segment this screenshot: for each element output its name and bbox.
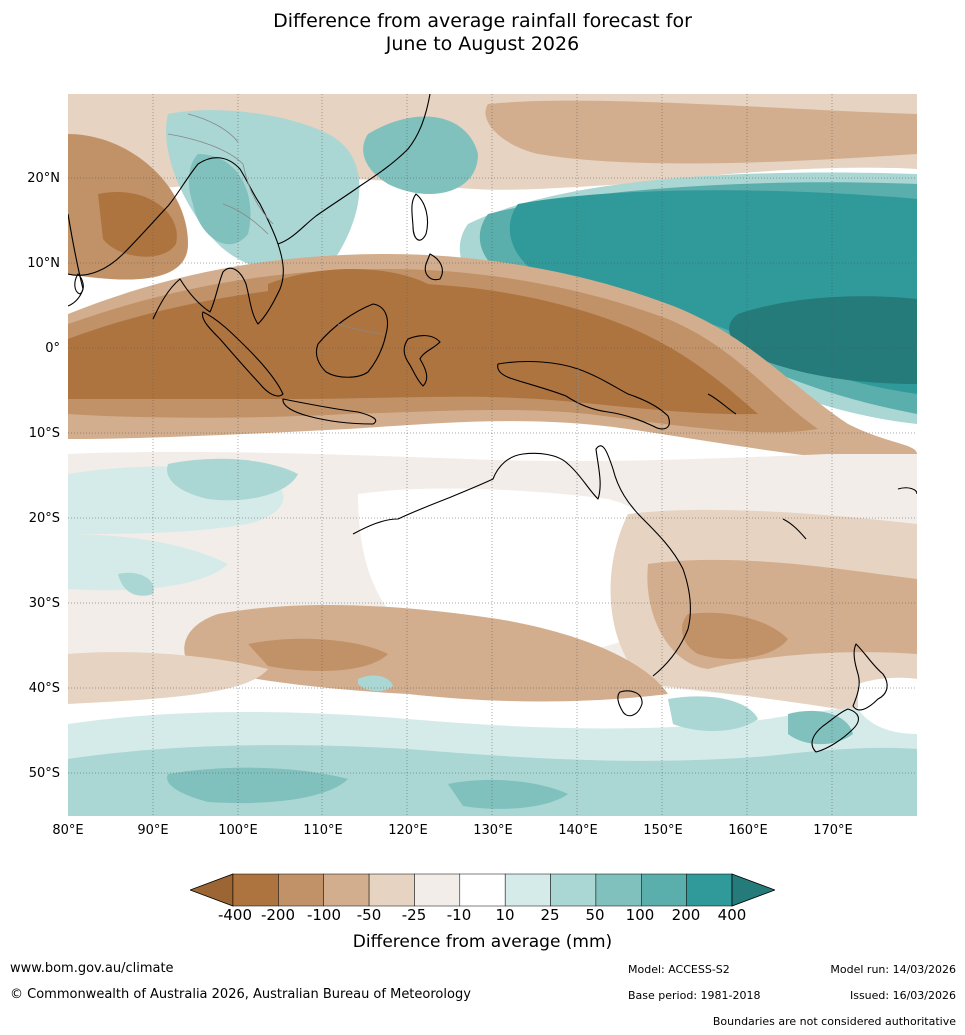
- lat-label-20s: 20°S: [28, 511, 60, 526]
- coastlines: [68, 94, 917, 753]
- lon-label-140e: 140°E: [558, 823, 598, 838]
- legend-tick: -50: [356, 906, 382, 924]
- lon-label-110e: 110°E: [303, 823, 343, 838]
- graticule: [68, 94, 917, 816]
- legend-tick: 200: [671, 906, 701, 924]
- legend-tick: -100: [306, 906, 342, 924]
- lon-label-130e: 130°E: [473, 823, 513, 838]
- website-link[interactable]: www.bom.gov.au/climate: [10, 961, 174, 976]
- title-line-1: Difference from average rainfall forecas…: [273, 10, 692, 32]
- legend-tick: 25: [540, 906, 560, 924]
- rainfall-map-svg: [68, 94, 917, 816]
- anomaly-fields: [68, 94, 917, 816]
- lat-label-40s: 40°S: [28, 681, 60, 696]
- legend-tick: -10: [446, 906, 472, 924]
- base-period: Base period: 1981-2018: [628, 989, 761, 1002]
- legend-swatch: [368, 873, 415, 907]
- legend-tick: -400: [217, 906, 253, 924]
- lat-label-10s: 10°S: [28, 426, 60, 441]
- legend-arrow-high: [731, 873, 777, 907]
- legend-swatch: [459, 873, 506, 907]
- legend-swatch: [550, 873, 597, 907]
- legend-swatch: [278, 873, 324, 907]
- legend-tick: 10: [495, 906, 515, 924]
- legend-swatch: [414, 873, 461, 907]
- legend-arrow-low: [188, 873, 234, 907]
- legend-swatch: [504, 873, 551, 907]
- lat-label-30s: 30°S: [28, 596, 60, 611]
- legend-swatch: [686, 873, 733, 907]
- legend-tick: -25: [401, 906, 427, 924]
- lat-label-0: 0°: [45, 341, 60, 356]
- legend-tick: 400: [717, 906, 747, 924]
- legend-tick: 100: [625, 906, 655, 924]
- lat-label-50s: 50°S: [28, 766, 60, 781]
- map-title: Difference from average rainfall forecas…: [0, 10, 965, 56]
- lon-label-80e: 80°E: [52, 823, 84, 838]
- country-borders: [167, 113, 579, 412]
- title-line-2: June to August 2026: [385, 33, 580, 55]
- model-name: Model: ACCESS-S2: [628, 963, 730, 976]
- legend-title: Difference from average (mm): [352, 932, 613, 952]
- legend-swatch: [232, 873, 279, 907]
- legend-swatch: [595, 873, 642, 907]
- issued-date: Issued: 16/03/2026: [849, 989, 956, 1002]
- lon-label-160e: 160°E: [728, 823, 768, 838]
- lon-label-100e: 100°E: [218, 823, 258, 838]
- colour-legend: [188, 872, 777, 912]
- legend-swatch: [641, 873, 687, 907]
- copyright-text: © Commonwealth of Australia 2026, Austra…: [10, 987, 471, 1002]
- lat-label-10n: 10°N: [27, 256, 60, 271]
- lon-label-90e: 90°E: [137, 823, 169, 838]
- legend-tick: 50: [585, 906, 605, 924]
- model-run-date: Model run: 14/03/2026: [830, 963, 956, 976]
- lon-label-170e: 170°E: [813, 823, 853, 838]
- lat-label-20n: 20°N: [27, 171, 60, 186]
- legend-tick: -200: [260, 906, 296, 924]
- lon-label-150e: 150°E: [643, 823, 683, 838]
- boundaries-disclaimer: Boundaries are not considered authoritat…: [712, 1015, 956, 1028]
- lon-label-120e: 120°E: [388, 823, 428, 838]
- rainfall-map: [68, 94, 917, 816]
- legend-bar: [188, 873, 777, 907]
- legend-swatch: [323, 873, 370, 907]
